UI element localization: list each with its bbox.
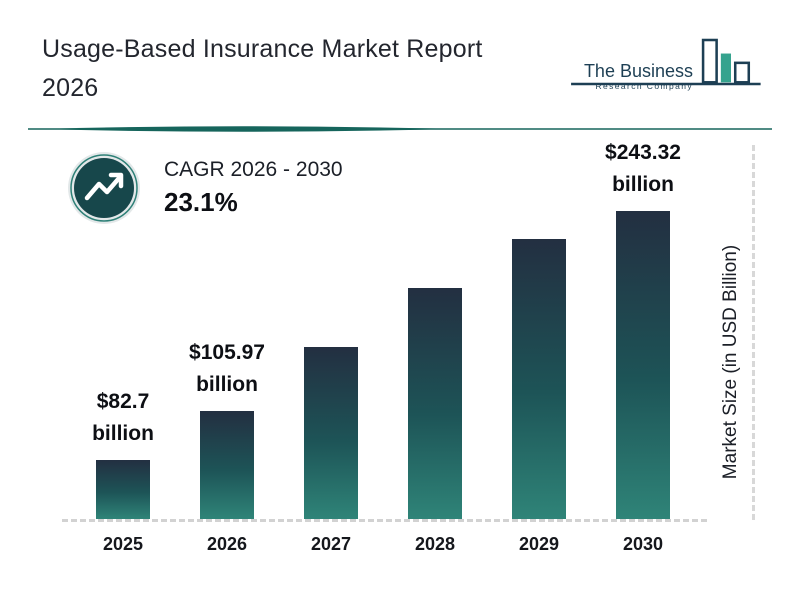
- x-tick-2030: 2030: [622, 534, 664, 554]
- x-tick-2027: 2027: [310, 534, 352, 554]
- bar-2028: [408, 288, 462, 519]
- value-unit: billion: [196, 372, 258, 396]
- logo: The Business Research Company: [571, 30, 764, 94]
- y-axis-label: Market Size (in USD Billion): [720, 244, 741, 480]
- value-amount: $105.97: [189, 341, 265, 364]
- x-axis-baseline: [62, 519, 707, 522]
- x-tick-2025: 2025: [102, 534, 144, 554]
- x-tick-2026: 2026: [206, 534, 248, 554]
- value-label-2030: $243.32 billion: [556, 137, 731, 200]
- cagr-value: 23.1%: [164, 187, 238, 217]
- page-title: Usage-Based Insurance Market Report 2026: [42, 30, 562, 108]
- value-label-2025: $82.7 billion: [36, 386, 211, 449]
- cagr-text: CAGR 2026 - 2030 23.1%: [164, 158, 343, 218]
- value-unit: billion: [612, 172, 674, 196]
- bar-2029: [512, 239, 566, 519]
- logo-bars-icon: [571, 38, 761, 86]
- cagr-badge: CAGR 2026 - 2030 23.1%: [66, 150, 343, 226]
- logo-text: The Business Research Company: [583, 60, 693, 94]
- x-tick-2028: 2028: [414, 534, 456, 554]
- bar-2030: [616, 211, 670, 519]
- value-amount: $243.32: [605, 141, 681, 164]
- bar-2025: [96, 460, 150, 519]
- bar-2027: [304, 347, 358, 519]
- logo-subtitle: Research Company: [595, 80, 693, 91]
- logo-name: The Business: [583, 60, 693, 81]
- divider: [28, 126, 772, 132]
- page-title-line-2: 2026: [42, 73, 99, 102]
- cagr-label: CAGR 2026 - 2030: [164, 158, 343, 181]
- trend-up-icon: [66, 150, 142, 226]
- value-unit: billion: [92, 421, 154, 445]
- bar-2026: [200, 411, 254, 519]
- page-title-line-1: Usage-Based Insurance Market Report: [42, 35, 483, 63]
- value-amount: $82.7: [96, 390, 150, 413]
- x-tick-2029: 2029: [518, 534, 560, 554]
- right-axis-line: [752, 145, 755, 520]
- value-label-2026: $105.97 billion: [140, 337, 315, 400]
